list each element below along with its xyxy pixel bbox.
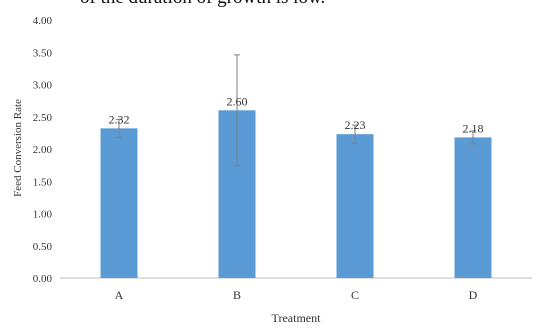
value-label-d: 2.18 [463, 121, 484, 135]
y-tick-label: 1.50 [33, 176, 53, 188]
bar-d [454, 137, 492, 278]
x-tick-label-c: C [351, 288, 359, 302]
y-tick-label: 2.50 [33, 112, 53, 124]
bars [100, 110, 492, 278]
x-tick-label-b: B [233, 288, 241, 302]
value-label-c: 2.23 [345, 118, 366, 132]
value-labels: 2.32 2.60 2.23 2.18 [109, 94, 484, 135]
value-label-a: 2.32 [109, 112, 130, 126]
y-tick-label: 0.50 [33, 241, 53, 253]
bar-a [100, 128, 138, 278]
x-tick-label-d: D [469, 288, 478, 302]
bar-c [336, 134, 374, 278]
value-label-b: 2.60 [227, 94, 248, 108]
error-bar-b [234, 54, 240, 167]
y-tick-label: 2.00 [33, 144, 53, 156]
error-bar-d [470, 130, 476, 145]
y-tick-label: 0.00 [33, 273, 53, 285]
top-caption-fragment: of the duration of growth is low. [80, 0, 480, 8]
y-tick-label: 3.50 [33, 47, 53, 59]
error-bar-a [116, 118, 122, 138]
y-tick-labels: 0.00 0.50 1.00 1.50 2.00 2.50 3.00 3.50 4.00 [33, 15, 53, 285]
y-tick-label: 4.00 [33, 15, 53, 27]
y-tick-label: 3.00 [33, 80, 53, 92]
x-tick-labels: A B C D [115, 288, 478, 302]
y-tick-label: 1.00 [33, 209, 53, 221]
y-axis-label: Feed Conversion Rate [12, 99, 24, 197]
x-tick-label-a: A [115, 288, 124, 302]
x-axis-label: Treatment [272, 311, 322, 325]
error-bars [116, 54, 476, 167]
error-bar-c [352, 124, 358, 144]
